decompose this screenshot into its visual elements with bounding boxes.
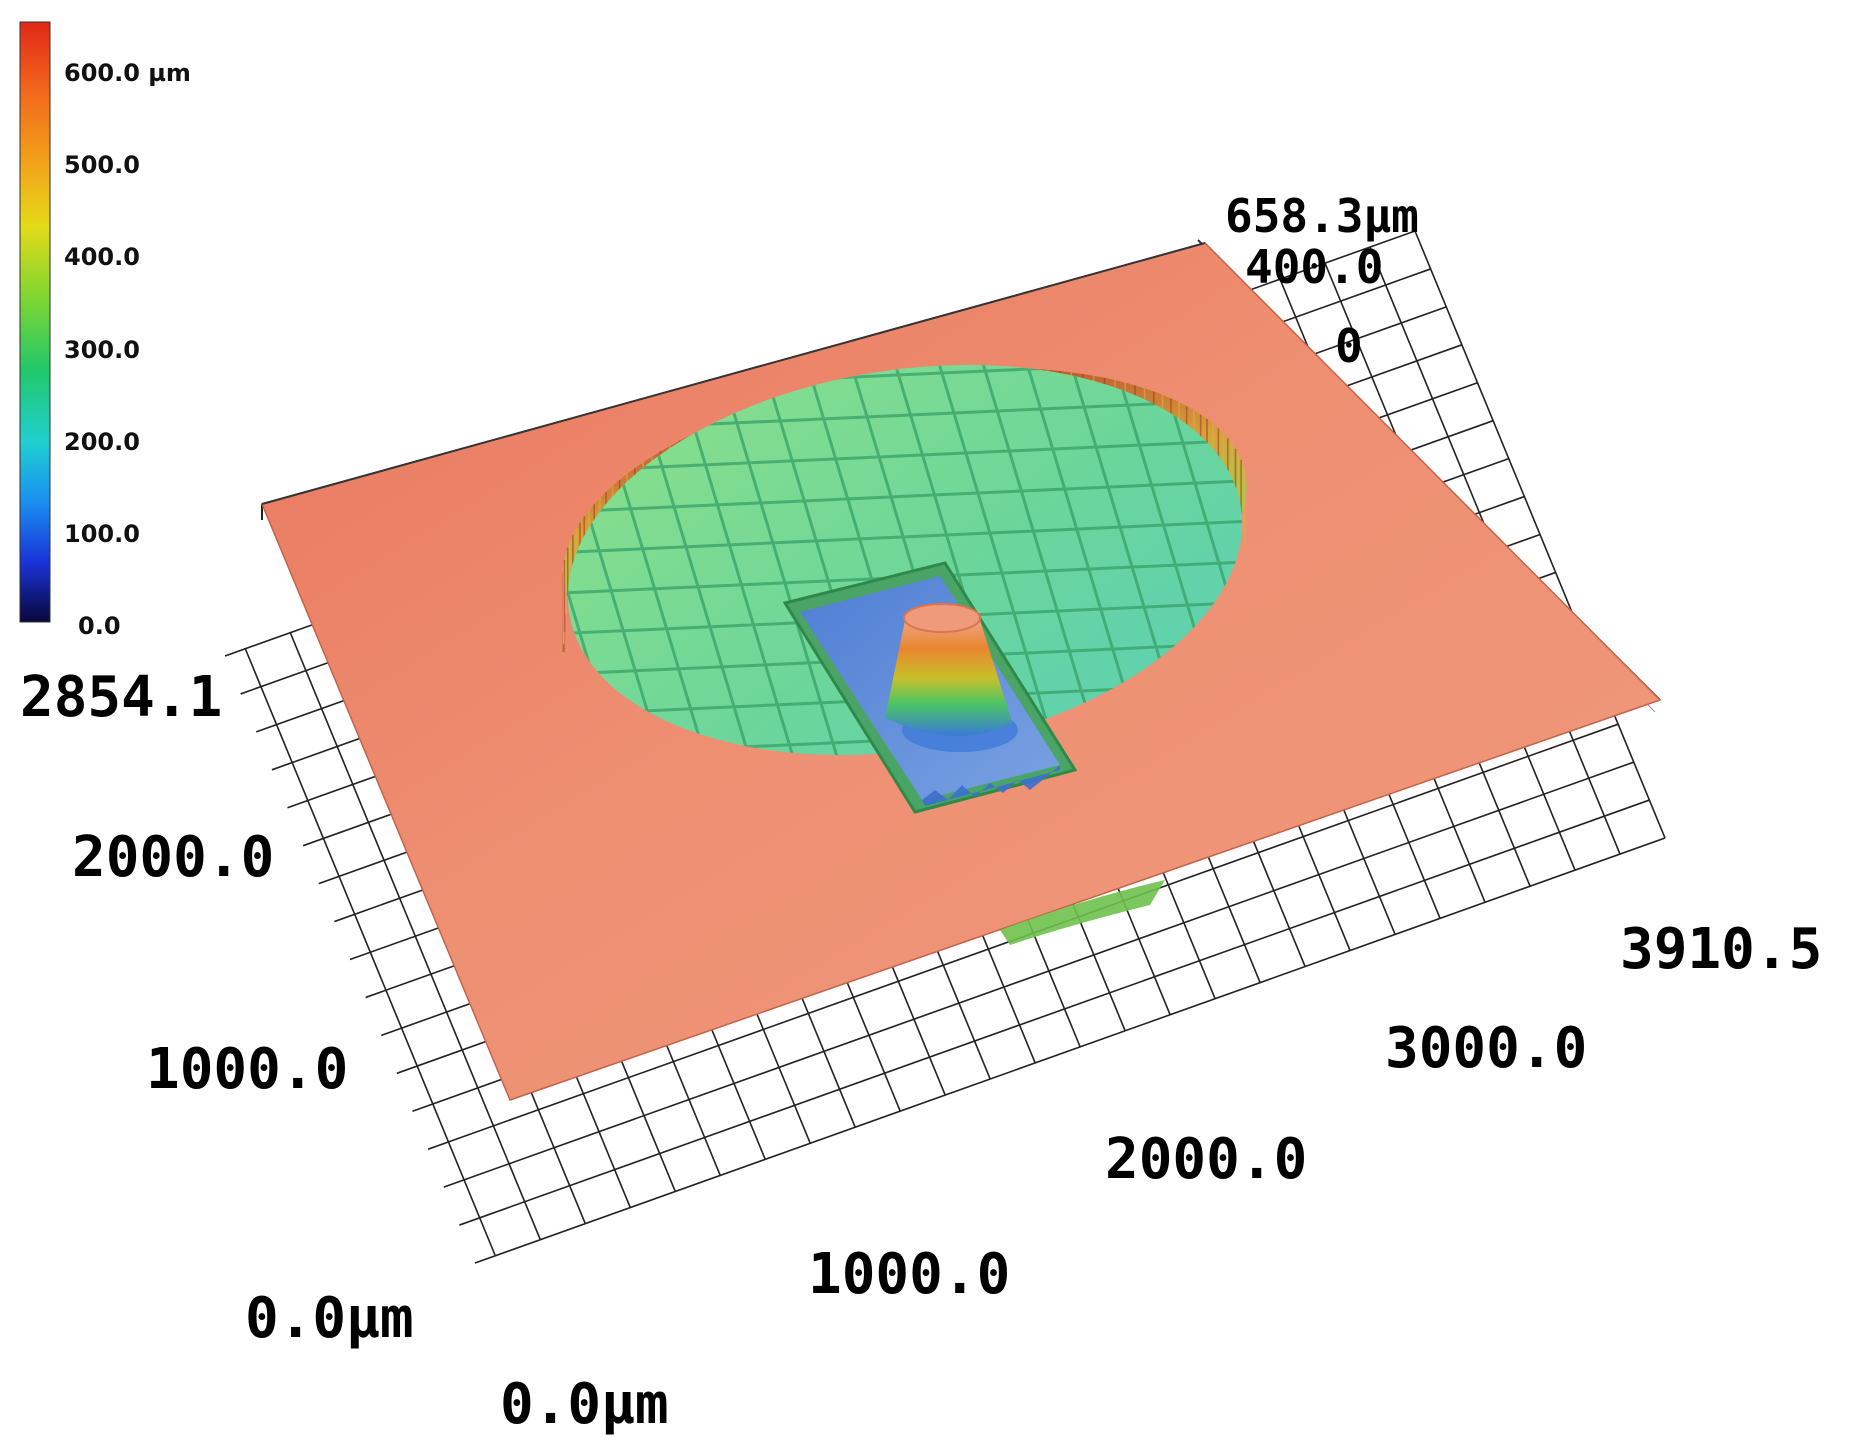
y-axis-1000-label: 1000.0 <box>146 1037 348 1102</box>
colorbar-label-300: 300.0 <box>64 336 140 364</box>
x-axis-max-label: 3910.5 <box>1620 917 1822 982</box>
colorbar-label-100: 100.0 <box>64 520 140 548</box>
x-axis-3000-label: 3000.0 <box>1385 1016 1587 1081</box>
x-axis-origin-label: 0.0µm <box>500 1372 669 1437</box>
colorbar-label-500: 500.0 <box>64 151 140 179</box>
y-axis-origin-label: 0.0µm <box>245 1286 414 1351</box>
x-axis-2000-label: 2000.0 <box>1105 1127 1307 1192</box>
colorbar: 600.0 µm 500.0 400.0 300.0 200.0 100.0 0… <box>19 21 191 640</box>
y-axis-2000-label: 2000.0 <box>72 825 274 890</box>
x-axis-1000-label: 1000.0 <box>808 1242 1010 1307</box>
colorbar-label-400: 400.0 <box>64 243 140 271</box>
z-axis-zero-label: 0 <box>1335 319 1363 373</box>
z-axis-400-label: 400.0 <box>1245 240 1383 294</box>
central-post <box>885 603 1018 752</box>
z-axis-max-label: 658.3µm <box>1225 189 1419 243</box>
colorbar-label-200: 200.0 <box>64 428 140 456</box>
base-grid-line <box>474 837 1666 1264</box>
base-grid-line <box>443 761 1635 1188</box>
axis-labels: 658.3µm 400.0 0 2854.1 2000.0 1000.0 0.0… <box>20 189 1822 1437</box>
y-axis-max-label: 2854.1 <box>20 665 222 730</box>
colorbar-label-600: 600.0 µm <box>64 59 191 87</box>
base-grid-line <box>244 647 496 1256</box>
colorbar-label-0: 0.0 <box>78 612 121 640</box>
colorbar-gradient <box>19 21 51 623</box>
base-grid-line <box>459 799 1650 1226</box>
